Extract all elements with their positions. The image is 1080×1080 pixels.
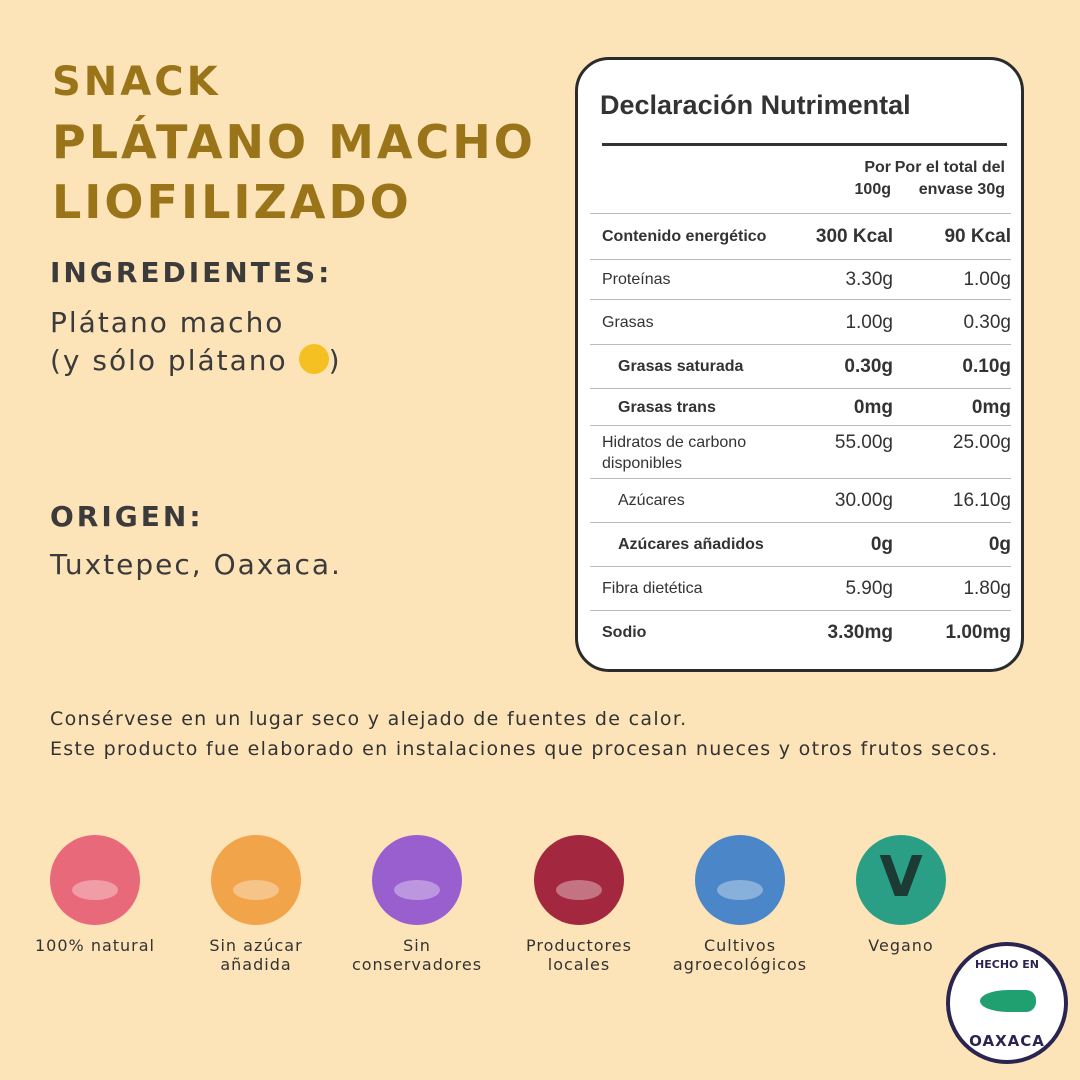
per-package-value: 90 Kcal	[944, 226, 1011, 247]
per-100g-value: 3.30g	[845, 269, 893, 290]
badge-label: Sin conservadores	[351, 936, 483, 974]
smiley-icon	[298, 344, 329, 374]
column-header: Por 100g	[854, 159, 891, 198]
title-line: PLÁTANO MACHO	[52, 115, 536, 169]
per-package-value: 0.30g	[963, 312, 1011, 333]
per-package-value: 16.10g	[952, 490, 1011, 511]
nutrient-label: Hidratos de carbono disponibles	[602, 434, 747, 472]
badge-icon: V	[856, 835, 946, 925]
logo-text: OAXACA	[969, 1032, 1045, 1050]
nutrient-label: Grasas trans	[618, 399, 716, 416]
nutrient-label: Fibra dietética	[602, 580, 703, 597]
title-line: SNACK	[52, 59, 221, 105]
per-100g-value: 30.00g	[834, 490, 893, 511]
nutrient-label: Contenido energético	[602, 228, 767, 245]
nutrient-label: Grasas saturada	[618, 358, 744, 375]
ingredients-heading: INGREDIENTES:	[50, 256, 333, 289]
ingredients-text: Plátano macho (y sólo plátano )	[50, 306, 342, 377]
per-100g-value: 0mg	[853, 397, 893, 418]
nutrition-row: Azúcares 30.00g 16.10g	[590, 478, 1011, 523]
badge-illustration	[717, 880, 763, 900]
per-100g-value: 300 Kcal	[815, 226, 893, 247]
logo-text: HECHO EN	[975, 958, 1039, 971]
badge-icon	[211, 835, 301, 925]
per-package-value: 0.10g	[962, 356, 1011, 377]
nutrition-row: Grasas trans 0mg 0mg	[590, 388, 1011, 426]
nutrient-label: Azúcares añadidos	[618, 536, 764, 553]
nutrition-row: Sodio 3.30mg 1.00mg	[590, 610, 1011, 654]
badge-illustration	[72, 880, 118, 900]
nutrition-row: Fibra dietética 5.90g 1.80g	[590, 566, 1011, 611]
badge-label: Cultivos agroecológicos	[672, 936, 808, 974]
note-line: Este producto fue elaborado en instalaci…	[50, 738, 999, 760]
badge-label: Productores locales	[526, 936, 632, 974]
badge-icon	[534, 835, 624, 925]
badge-illustration	[394, 880, 440, 900]
per-package-value: 25.00g	[952, 432, 1011, 453]
nutrient-label: Azúcares	[618, 492, 685, 509]
per-100g-value: 1.00g	[845, 312, 893, 333]
badge-label: Vegano	[868, 936, 934, 955]
nutrition-title: Declaración Nutrimental	[600, 90, 911, 120]
badge-label: 100% natural	[34, 936, 155, 955]
per-package-value: 0g	[988, 534, 1011, 555]
nutrition-row: Azúcares añadidos 0g 0g	[590, 522, 1011, 567]
origin-value: Tuxtepec, Oaxaca.	[50, 548, 342, 581]
per-100g-value: 0.30g	[844, 356, 893, 377]
per-100g-value: 55.00g	[834, 432, 893, 453]
per-package-value: 1.00g	[963, 269, 1011, 290]
nutrition-row: Proteínas 3.30g 1.00g	[590, 259, 1011, 300]
badge-icon	[372, 835, 462, 925]
nutrient-label: Grasas	[602, 314, 654, 331]
note-line: Consérvese en un lugar seco y alejado de…	[50, 708, 688, 730]
column-header: Por el total del envase 30g	[894, 159, 1005, 198]
per-package-value: 1.00mg	[945, 622, 1011, 643]
title-line: LIOFILIZADO	[52, 175, 412, 229]
nutrient-label: Proteínas	[602, 271, 671, 288]
nutrition-table: Declaración Nutrimental Por 100g Por el …	[575, 57, 1024, 672]
badge-label: Sin azúcar añadida	[209, 936, 303, 974]
hecho-en-oaxaca-logo: HECHO EN OAXACA	[946, 942, 1068, 1064]
product-title: SNACK PLÁTANO MACHO LIOFILIZADO	[52, 52, 536, 232]
badge-icon	[695, 835, 785, 925]
ingredient-line: Plátano macho	[50, 306, 285, 339]
per-100g-value: 5.90g	[845, 578, 893, 599]
vegan-v-icon: V	[879, 845, 923, 910]
origin-heading: ORIGEN:	[50, 500, 204, 533]
nutrition-row: Hidratos de carbono disponibles 55.00g 2…	[590, 425, 1011, 479]
badge-icon	[50, 835, 140, 925]
storage-notes: Consérvese en un lugar seco y alejado de…	[50, 704, 1040, 764]
per-100g-value: 3.30mg	[827, 622, 893, 643]
nutrition-row: Grasas 1.00g 0.30g	[590, 299, 1011, 345]
grasshopper-icon	[980, 990, 1036, 1012]
badge-illustration	[233, 880, 279, 900]
nutrient-label: Sodio	[602, 624, 647, 641]
nutrition-row: Grasas saturada 0.30g 0.10g	[590, 344, 1011, 389]
per-package-value: 0mg	[971, 397, 1011, 418]
per-package-value: 1.80g	[963, 578, 1011, 599]
ingredient-line: (y sólo plátano	[50, 344, 288, 377]
badge-illustration	[556, 880, 602, 900]
nutrition-row: Contenido energético 300 Kcal 90 Kcal	[590, 213, 1011, 260]
per-100g-value: 0g	[870, 534, 893, 555]
